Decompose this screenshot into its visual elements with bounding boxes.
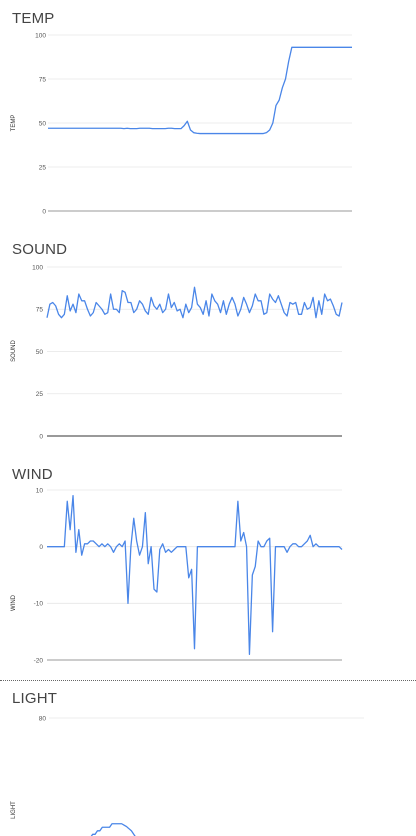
y-tick-label: 0 xyxy=(39,544,43,551)
series-line xyxy=(46,286,343,319)
y-axis-label: SOUND xyxy=(11,340,17,362)
chart-title: TEMP xyxy=(12,10,55,27)
temp-chart-plot: 0 25 50 75 100 TEMP xyxy=(11,32,352,215)
chart-title: LIGHT xyxy=(12,690,58,707)
chart-title: SOUND xyxy=(12,241,68,258)
y-tick-label: 100 xyxy=(32,264,43,271)
series-line xyxy=(47,495,343,655)
y-tick-label: -20 xyxy=(34,657,44,664)
y-tick-label: 25 xyxy=(39,164,47,171)
wind-chart-plot: -20 -10 0 10 WIND xyxy=(11,487,343,664)
y-axis-label: WIND xyxy=(11,594,17,611)
temp-chart: TEMP 0 25 50 75 100 TEMP xyxy=(0,0,416,228)
y-tick-label: 75 xyxy=(36,307,44,314)
y-tick-label: 80 xyxy=(39,715,47,722)
wind-chart: WIND -20 -10 0 10 WIND xyxy=(11,466,343,664)
y-tick-label: 0 xyxy=(39,433,43,440)
series-line xyxy=(90,823,136,836)
section-divider xyxy=(0,680,416,681)
sound-chart: SOUND 0 25 50 75 100 SOUND xyxy=(11,241,343,440)
y-tick-label: 10 xyxy=(36,487,44,494)
y-tick-label: 50 xyxy=(36,349,44,356)
sound-chart-plot: 0 25 50 75 100 SOUND xyxy=(11,264,343,440)
chart-title: WIND xyxy=(12,466,53,483)
y-axis-label: TEMP xyxy=(11,115,17,132)
y-tick-label: 100 xyxy=(35,32,46,39)
y-tick-label: 50 xyxy=(39,120,47,127)
y-tick-label: 0 xyxy=(42,208,46,215)
y-tick-label: -10 xyxy=(34,601,44,608)
y-tick-label: 75 xyxy=(39,76,47,83)
y-tick-label: 25 xyxy=(36,391,44,398)
y-axis-label: LIGHT xyxy=(11,801,17,819)
series-line xyxy=(48,46,352,135)
